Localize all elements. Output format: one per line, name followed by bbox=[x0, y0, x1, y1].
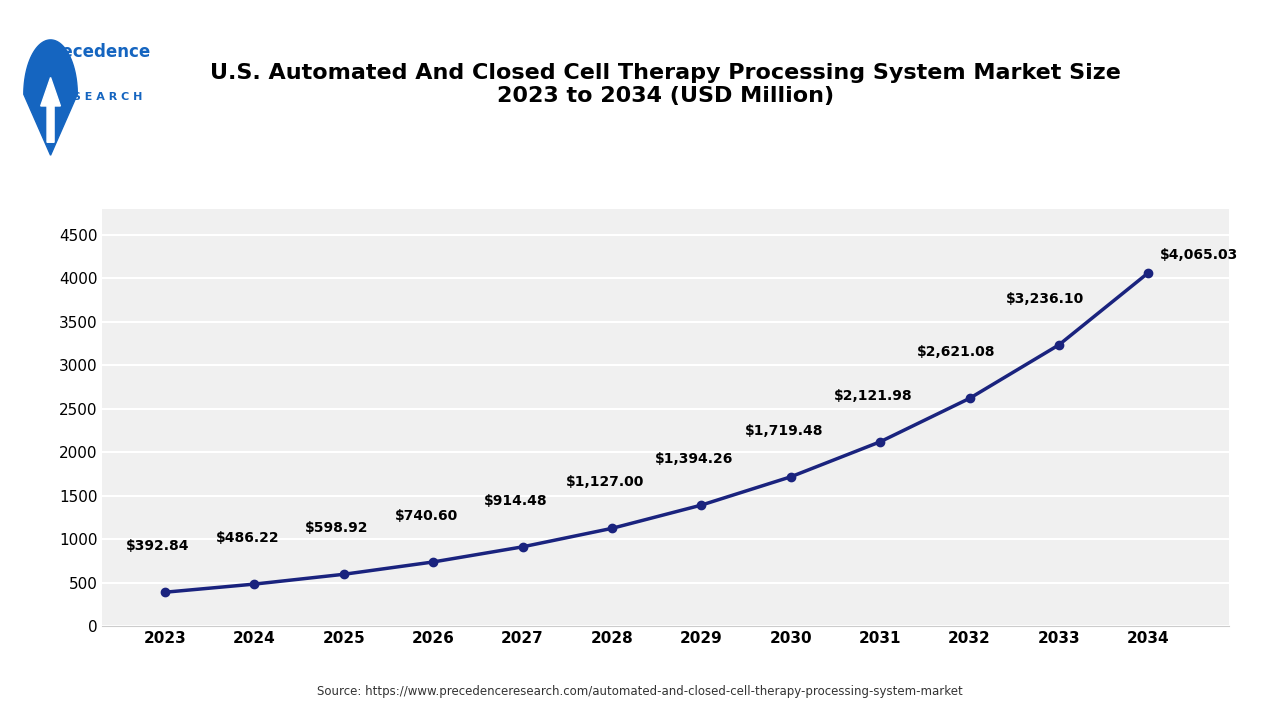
Text: $1,719.48: $1,719.48 bbox=[745, 424, 823, 438]
Text: $2,621.08: $2,621.08 bbox=[916, 346, 995, 359]
Text: $4,065.03: $4,065.03 bbox=[1160, 248, 1238, 261]
Text: $1,394.26: $1,394.26 bbox=[655, 452, 733, 467]
Polygon shape bbox=[24, 40, 77, 156]
Text: R E S E A R C H: R E S E A R C H bbox=[50, 92, 142, 102]
Text: $2,121.98: $2,121.98 bbox=[833, 389, 913, 403]
Text: $3,236.10: $3,236.10 bbox=[1006, 292, 1084, 306]
Text: U.S. Automated And Closed Cell Therapy Processing System Market Size
2023 to 203: U.S. Automated And Closed Cell Therapy P… bbox=[210, 63, 1121, 106]
Text: $598.92: $598.92 bbox=[305, 521, 369, 536]
Text: $1,127.00: $1,127.00 bbox=[566, 475, 644, 490]
Text: Precedence: Precedence bbox=[41, 43, 151, 61]
Text: $486.22: $486.22 bbox=[215, 531, 279, 545]
FancyArrow shape bbox=[41, 78, 60, 143]
Text: $392.84: $392.84 bbox=[127, 539, 189, 554]
Text: $740.60: $740.60 bbox=[394, 509, 458, 523]
Text: $914.48: $914.48 bbox=[484, 494, 548, 508]
Text: Source: https://www.precedenceresearch.com/automated-and-closed-cell-therapy-pro: Source: https://www.precedenceresearch.c… bbox=[317, 685, 963, 698]
